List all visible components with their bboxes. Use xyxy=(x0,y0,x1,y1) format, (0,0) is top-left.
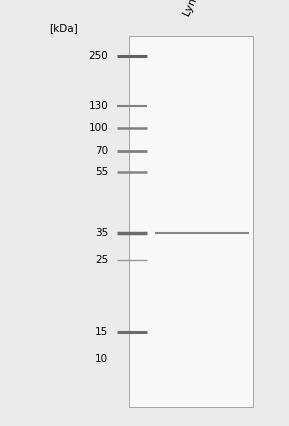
Text: 250: 250 xyxy=(89,51,108,61)
Text: 35: 35 xyxy=(95,228,108,239)
Text: 70: 70 xyxy=(95,146,108,156)
Text: 55: 55 xyxy=(95,167,108,177)
Text: 10: 10 xyxy=(95,354,108,364)
Text: Lymph No...: Lymph No... xyxy=(182,0,219,18)
Text: [kDa]: [kDa] xyxy=(49,23,78,33)
Text: 15: 15 xyxy=(95,327,108,337)
Text: 130: 130 xyxy=(89,101,108,111)
Text: 25: 25 xyxy=(95,255,108,265)
Text: 100: 100 xyxy=(89,123,108,133)
Bar xyxy=(129,36,253,407)
